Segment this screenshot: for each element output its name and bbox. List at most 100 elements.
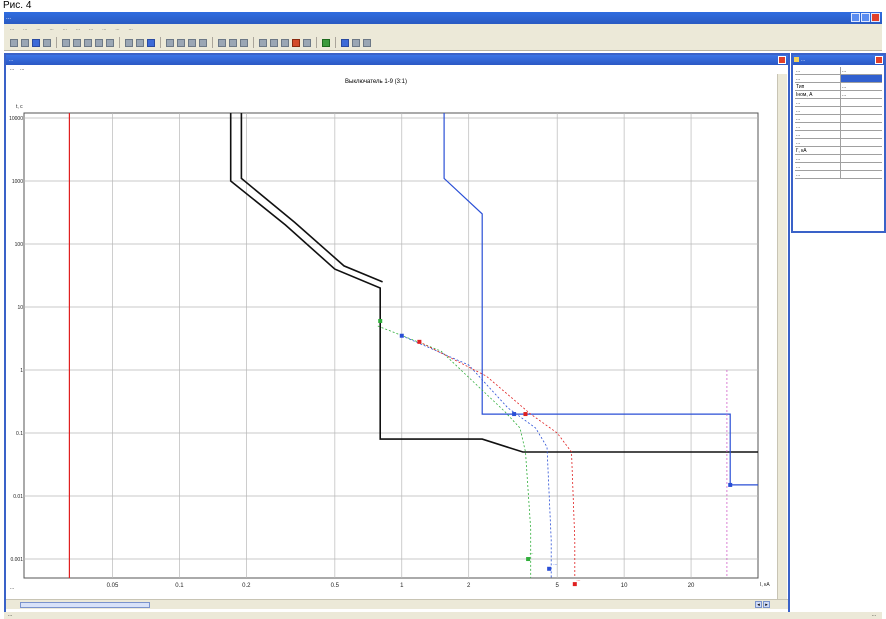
property-key: ... bbox=[795, 131, 841, 138]
help-icon[interactable] bbox=[240, 38, 248, 47]
property-key: ... bbox=[795, 139, 841, 146]
new-file-icon[interactable] bbox=[10, 38, 18, 47]
curve-marker bbox=[547, 566, 552, 571]
toolbar-separator bbox=[119, 37, 120, 48]
save-icon[interactable] bbox=[32, 38, 40, 47]
menu-item[interactable]: ... bbox=[115, 26, 120, 32]
x-tick-label: 10 bbox=[621, 583, 628, 589]
property-row[interactable]: ...... bbox=[795, 67, 882, 75]
x-tick-label: 0.5 bbox=[331, 583, 340, 589]
property-value[interactable] bbox=[841, 107, 882, 114]
property-row[interactable]: ... bbox=[795, 171, 882, 179]
open-folder-icon[interactable] bbox=[21, 38, 29, 47]
property-value[interactable] bbox=[841, 115, 882, 122]
curve-annotation: ... bbox=[529, 550, 533, 556]
property-key: I', кА bbox=[795, 147, 841, 154]
pencil-icon[interactable] bbox=[166, 38, 174, 47]
vertical-scrollbar[interactable] bbox=[777, 74, 787, 599]
property-value[interactable] bbox=[841, 75, 882, 82]
run-icon[interactable] bbox=[322, 38, 330, 47]
chart-menu-item[interactable]: ... bbox=[10, 66, 15, 72]
tcc-chart[interactable]: 0.05 0.1 0.2 0.5 1 2 5 10 20 10000 1000 100 10 1 0.1 0.… bbox=[6, 55, 777, 595]
horizontal-scrollbar[interactable]: ◂ ▸ bbox=[6, 599, 788, 609]
menu-item[interactable]: ... bbox=[102, 26, 107, 32]
scrollbar-thumb[interactable] bbox=[20, 602, 150, 608]
find-icon[interactable] bbox=[106, 38, 114, 47]
x-tick-label: 0.2 bbox=[242, 583, 251, 589]
property-row[interactable]: ... bbox=[795, 123, 882, 131]
info-icon[interactable] bbox=[229, 38, 237, 47]
property-value[interactable] bbox=[841, 123, 882, 130]
cut-icon[interactable] bbox=[73, 38, 81, 47]
property-value[interactable]: ... bbox=[842, 84, 847, 90]
property-row[interactable]: ... bbox=[795, 99, 882, 107]
undo-icon[interactable] bbox=[62, 38, 70, 47]
table-icon[interactable] bbox=[125, 38, 133, 47]
close-button[interactable] bbox=[871, 13, 880, 22]
menu-item[interactable]: ... bbox=[128, 26, 133, 32]
maximize-button[interactable] bbox=[861, 13, 870, 22]
curve-marker bbox=[526, 557, 531, 562]
property-row[interactable]: ... bbox=[795, 139, 882, 147]
menu-item[interactable]: ... bbox=[89, 26, 94, 32]
align-icon[interactable] bbox=[218, 38, 226, 47]
chart-window-close-button[interactable] bbox=[778, 56, 786, 64]
property-value[interactable] bbox=[841, 155, 882, 162]
line-icon[interactable] bbox=[177, 38, 185, 47]
properties-panel-close-button[interactable] bbox=[875, 56, 883, 64]
scroll-right-arrow-icon[interactable]: ▸ bbox=[763, 601, 770, 608]
property-value[interactable] bbox=[841, 131, 882, 138]
property-row[interactable]: ... bbox=[795, 115, 882, 123]
calc-icon[interactable] bbox=[270, 38, 278, 47]
panel-icon bbox=[794, 57, 799, 62]
menu-item[interactable]: ... bbox=[10, 26, 15, 32]
property-value[interactable] bbox=[841, 139, 882, 146]
paste-icon[interactable] bbox=[95, 38, 103, 47]
property-value[interactable] bbox=[841, 171, 882, 178]
property-value[interactable] bbox=[841, 147, 882, 154]
property-row[interactable]: I', кА bbox=[795, 147, 882, 155]
list-icon[interactable] bbox=[303, 38, 311, 47]
panel-icon[interactable] bbox=[363, 38, 371, 47]
property-row[interactable]: Iном, А... bbox=[795, 91, 882, 99]
toolbar bbox=[4, 35, 882, 51]
property-row[interactable]: ... bbox=[795, 107, 882, 115]
menu-item[interactable]: ... bbox=[49, 26, 54, 32]
toolbar-separator bbox=[212, 37, 213, 48]
property-row[interactable]: ... bbox=[795, 163, 882, 171]
property-key: ... bbox=[795, 171, 841, 178]
scheme-icon[interactable] bbox=[292, 38, 300, 47]
property-key: ... bbox=[795, 115, 841, 122]
arrow-icon[interactable] bbox=[341, 38, 349, 47]
x-tick-label: 1 bbox=[400, 583, 404, 589]
property-value[interactable]: ... bbox=[842, 92, 847, 98]
minimize-button[interactable] bbox=[851, 13, 860, 22]
property-row[interactable]: ... bbox=[795, 155, 882, 163]
property-row[interactable]: ... bbox=[795, 75, 882, 83]
properties-panel-title: ... bbox=[801, 57, 806, 63]
property-value[interactable]: ... bbox=[842, 68, 847, 74]
rectangle-icon[interactable] bbox=[199, 38, 207, 47]
menu-item[interactable]: ... bbox=[75, 26, 81, 32]
property-row[interactable]: ... bbox=[795, 131, 882, 139]
curve-marker bbox=[523, 412, 528, 417]
text-cursor-icon[interactable] bbox=[188, 38, 196, 47]
property-row[interactable]: Тип... bbox=[795, 83, 882, 91]
scroll-left-arrow-icon[interactable]: ◂ bbox=[755, 601, 762, 608]
layout-icon[interactable] bbox=[352, 38, 360, 47]
chart-icon[interactable] bbox=[259, 38, 267, 47]
menu-item[interactable]: ... bbox=[23, 26, 28, 32]
property-value[interactable] bbox=[841, 163, 882, 170]
curve-series bbox=[229, 113, 758, 453]
property-key: ... bbox=[795, 75, 841, 82]
window-icon[interactable] bbox=[147, 38, 155, 47]
menu-item[interactable]: ... bbox=[62, 26, 67, 32]
grid-icon[interactable] bbox=[136, 38, 144, 47]
copy-icon[interactable] bbox=[84, 38, 92, 47]
print-icon[interactable] bbox=[43, 38, 51, 47]
menu-item[interactable]: ... bbox=[36, 26, 41, 32]
settings-icon[interactable] bbox=[281, 38, 289, 47]
chart-menu-item[interactable]: ... bbox=[20, 66, 25, 72]
property-value[interactable] bbox=[841, 99, 882, 106]
property-key: ... bbox=[795, 67, 841, 74]
